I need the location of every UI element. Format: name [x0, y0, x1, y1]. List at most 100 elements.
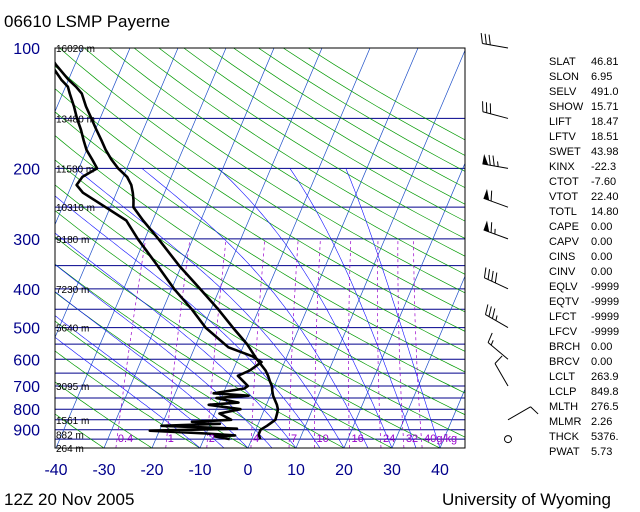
- moist-adiabat-line: [75, 168, 345, 448]
- wind-barb: [484, 304, 509, 329]
- pressure-tick-label: 900: [13, 423, 40, 440]
- isotherm-line: [391, 275, 465, 448]
- wind-barb: [483, 220, 509, 240]
- index-row: LFCV -9999: [549, 325, 619, 340]
- plot-frame: [54, 47, 466, 449]
- index-name: SLAT: [549, 56, 576, 68]
- index-value: -22.3: [591, 161, 617, 173]
- moist-adiabat-line: [55, 195, 321, 448]
- isotherm-line: [343, 162, 465, 448]
- index-name: MLMR: [549, 416, 582, 428]
- wind-barb: [507, 406, 539, 421]
- dry-adiabat-line: [55, 320, 249, 448]
- dry-adiabat-line: [158, 48, 465, 239]
- height-label: 3095 m: [56, 382, 89, 393]
- wind-barb: [483, 188, 509, 208]
- temperature-tick-label: -40: [44, 462, 67, 479]
- dry-adiabat-line: [55, 184, 465, 438]
- index-name: CINV: [549, 266, 576, 278]
- index-value: 0.00: [591, 266, 613, 278]
- moist-adiabat-line: [141, 168, 369, 448]
- dry-adiabat-line: [55, 263, 345, 448]
- mixing-ratio-label: 40g/kg: [424, 433, 457, 445]
- source-credit: University of Wyoming: [442, 490, 611, 509]
- dry-adiabat-line: [55, 159, 465, 416]
- height-label: 11580 m: [56, 164, 94, 175]
- temperature-tick-label: -10: [188, 462, 211, 479]
- index-row: MLTH 276.5: [549, 400, 619, 415]
- isotherm-line: [247, 48, 419, 448]
- index-value: 43.98: [591, 146, 619, 158]
- index-row: SLAT 46.81: [549, 55, 619, 70]
- temperature-tick-label: 20: [335, 462, 353, 479]
- pressure-tick-label: 600: [13, 352, 40, 369]
- moist-adiabat-line: [55, 232, 297, 448]
- wind-barb: [504, 435, 512, 444]
- index-name: LFTV: [549, 131, 576, 143]
- pressure-tick-label: 200: [13, 161, 40, 178]
- index-row: CTOT -7.60: [549, 175, 619, 190]
- index-row: LCLP 849.8: [549, 385, 619, 400]
- index-name: BRCV: [549, 356, 580, 368]
- index-row: EQTV -9999: [549, 295, 619, 310]
- mixing-ratio-label: 7: [291, 433, 297, 445]
- index-name: TOTL: [549, 206, 577, 218]
- index-row: CAPE 0.00: [549, 220, 619, 235]
- index-value: 18.51: [591, 131, 619, 143]
- pressure-tick-label: 100: [13, 41, 40, 58]
- index-name: LCLP: [549, 386, 577, 398]
- index-name: SHOW: [549, 101, 584, 113]
- station-indices-table: SLAT 46.81 SLON 6.95 SELV 491.0 SHOW 15.71 LIFT 1…: [549, 55, 619, 460]
- mixing-ratio-line: [206, 238, 227, 448]
- index-row: CINV 0.00: [549, 265, 619, 280]
- wind-barb: [487, 332, 509, 360]
- index-row: CINS 0.00: [549, 250, 619, 265]
- index-value: -9999: [591, 311, 620, 323]
- moist-adiabat-line: [55, 291, 249, 448]
- wind-barb: [482, 154, 509, 169]
- dry-adiabat-line: [55, 135, 465, 394]
- height-label: 5640 m: [56, 324, 89, 335]
- pressure-tick-label: 300: [13, 232, 40, 249]
- moist-adiabat-line: [345, 168, 441, 448]
- index-name: LIFT: [549, 116, 572, 128]
- height-label: 16020 m: [56, 44, 95, 55]
- mixing-ratio-label: 0.4: [118, 433, 133, 445]
- height-label: 9180 m: [56, 235, 89, 246]
- pressure-tick-label: 700: [13, 379, 40, 396]
- index-name: EQLV: [549, 281, 578, 293]
- mixing-ratio-label: 2: [209, 433, 215, 445]
- index-value: 0.00: [591, 356, 613, 368]
- index-value: 0.00: [591, 221, 613, 233]
- isotherm-line: [199, 48, 371, 448]
- index-value: -9999: [591, 296, 620, 308]
- wind-barb: [482, 101, 509, 119]
- mixing-ratio-line: [314, 238, 321, 448]
- dry-adiabat-line: [55, 88, 465, 352]
- temperature-tick-label: -30: [92, 462, 115, 479]
- index-row: EQLV -9999: [549, 280, 619, 295]
- chart-title: 06610 LSMP Payerne: [4, 12, 171, 31]
- dry-adiabat-line: [55, 236, 393, 448]
- height-label: 13480 m: [56, 114, 95, 125]
- wind-barb: [483, 267, 509, 290]
- wind-barb: [494, 355, 509, 387]
- temperature-tick-label: 10: [287, 462, 305, 479]
- index-row: SLON 6.95: [549, 70, 619, 85]
- index-name: PWAT: [549, 446, 580, 458]
- mixing-ratio-label: 24: [383, 433, 395, 445]
- isotherm-line: [295, 49, 465, 448]
- index-name: MLTH: [549, 401, 579, 413]
- pressure-tick-label: 400: [13, 282, 40, 299]
- index-value: 0.00: [591, 341, 613, 353]
- temperature-profile-line: [55, 60, 280, 440]
- index-row: SHOW 15.71: [549, 100, 619, 115]
- index-value: -9999: [591, 326, 620, 338]
- mixing-ratio-line: [377, 238, 382, 448]
- index-name: VTOT: [549, 191, 579, 203]
- index-value: 5376.: [591, 431, 619, 443]
- mixing-ratio-label: 16: [351, 433, 363, 445]
- index-name: CAPV: [549, 236, 579, 248]
- index-row: SELV 491.0: [549, 85, 619, 100]
